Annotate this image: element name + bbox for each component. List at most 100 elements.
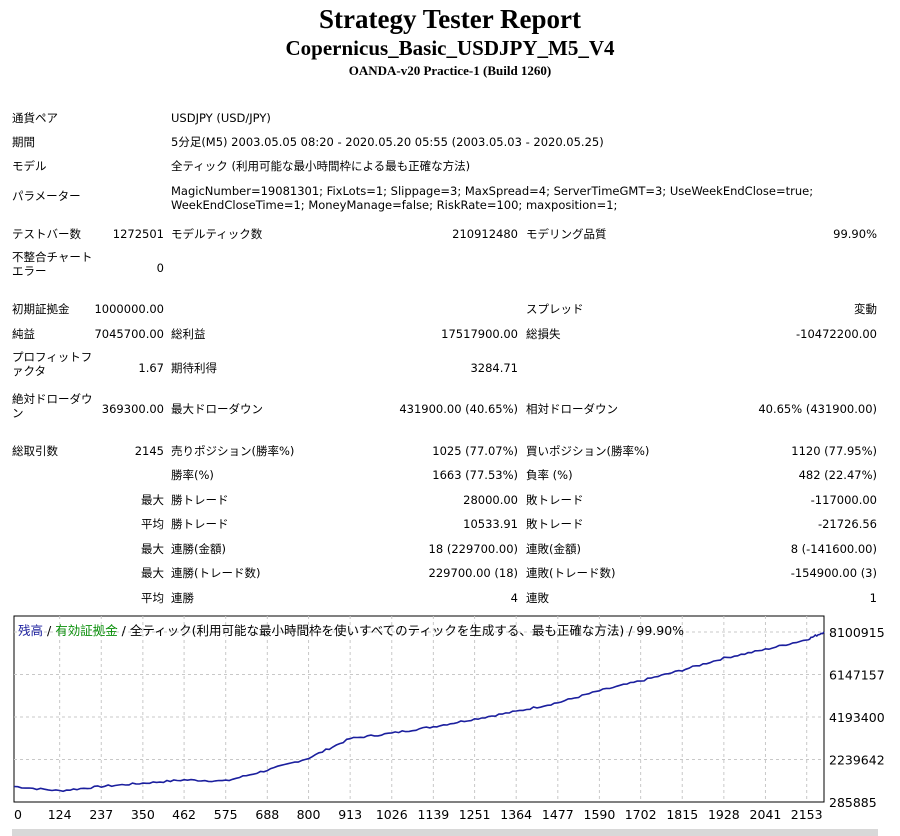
total-trades-label: 総取引数	[12, 444, 58, 458]
bars-value: 1272501	[112, 227, 164, 241]
chart-legend: 残高 / 有効証拠金 / 全ティック(利用可能な最小時間枠を使いすべてのティック…	[18, 620, 684, 639]
avg-cons-losses-label: 連敗	[526, 591, 549, 605]
x-tick-label: 2041	[750, 807, 782, 822]
x-tick-label: 1364	[500, 807, 532, 822]
max-dd-label: 最大ドローダウン	[171, 402, 263, 416]
params-label: パラメーター	[12, 189, 81, 203]
x-tick-label: 800	[297, 807, 321, 822]
mismatch-value: 0	[156, 261, 164, 275]
expected-label: 期待利得	[171, 361, 217, 375]
x-tick-label: 1702	[625, 807, 657, 822]
avg-label-2: 平均	[141, 591, 164, 605]
params-value: MagicNumber=19081301; FixLots=1; Slippag…	[171, 184, 814, 212]
net-label: 純益	[12, 327, 35, 341]
spread-label: スプレッド	[526, 302, 584, 316]
deposit-label: 初期証拠金	[12, 302, 70, 316]
deposit-value: 1000000.00	[94, 302, 164, 316]
largest-loss-label: 敗トレード	[526, 493, 584, 507]
net-value: 7045700.00	[94, 327, 164, 341]
balance-series-line	[13, 631, 825, 793]
avg-cons-wins-value: 4	[510, 591, 518, 605]
period-label: 期間	[12, 135, 35, 149]
avg-loss-label: 敗トレード	[526, 517, 584, 531]
x-tick-label: 688	[255, 807, 279, 822]
ticks-value: 210912480	[452, 227, 518, 241]
report-build: OANDA-v20 Practice-1 (Build 1260)	[348, 63, 552, 78]
y-tick-label: 4193400	[829, 710, 885, 725]
model-label: モデル	[12, 159, 47, 173]
cons-wins-amt-label: 連勝(金額)	[171, 542, 226, 556]
avg-win-label: 勝トレード	[171, 517, 229, 531]
x-tick-label: 1251	[459, 807, 491, 822]
max-label-3: 最大	[141, 566, 164, 580]
gross-profit-value: 17517900.00	[441, 327, 518, 341]
x-tick-label: 350	[131, 807, 155, 822]
x-tick-label: 462	[172, 807, 196, 822]
cons-wins-trades-label: 連勝(トレード数)	[171, 566, 261, 580]
avg-cons-wins-label: 連勝	[171, 591, 194, 605]
model-value: 全ティック (利用可能な最小時間枠による最も正確な方法)	[171, 159, 471, 173]
x-tick-label: 1928	[708, 807, 740, 822]
win-rate-value: 1663 (77.53%)	[432, 468, 518, 482]
avg-win-value: 10533.91	[463, 517, 518, 531]
y-tick-label: 6147157	[829, 668, 885, 683]
x-tick-label: 237	[89, 807, 113, 822]
legend-description: / 全ティック(利用可能な最小時間枠を使いすべてのティックを生成する、最も正確な…	[117, 623, 685, 638]
balance-chart-svg: 0 124 237 350 462 575 688 800 913 1026 1139 1251 136…	[13, 615, 885, 822]
legend-equity: 有効証拠金	[55, 623, 118, 638]
avg-label: 平均	[141, 517, 164, 531]
period-value: 5分足(M5) 2003.05.05 08:20 - 2020.05.20 05…	[171, 135, 604, 149]
win-rate-label: 勝率(%)	[171, 468, 214, 482]
y-tick-label: 285885	[829, 795, 877, 810]
cons-wins-trades-value: 229700.00 (18)	[428, 566, 518, 580]
pair-value: USDJPY (USD/JPY)	[171, 111, 271, 125]
x-tick-label: 1590	[584, 807, 616, 822]
total-trades-value: 2145	[134, 444, 164, 458]
cons-losses-trades-label: 連敗(トレード数)	[526, 566, 616, 580]
avg-loss-value: -21726.56	[817, 517, 877, 531]
plot-frame	[13, 615, 825, 803]
gross-loss-value: -10472200.00	[796, 327, 877, 341]
x-tick-label: 913	[338, 807, 362, 822]
bottom-scrollbar	[12, 829, 878, 836]
largest-loss-value: -117000.00	[810, 493, 877, 507]
x-tick-label: 1139	[417, 807, 449, 822]
legend-separator: /	[43, 623, 56, 638]
pf-label: プロフィットファクタ	[12, 350, 93, 378]
mismatch-label: 不整合チャート エラー	[12, 250, 93, 278]
cons-losses-amt-label: 連敗(金額)	[526, 542, 581, 556]
gross-loss-label: 総損失	[526, 327, 561, 341]
quality-value: 99.90%	[833, 227, 877, 241]
max-label: 最大	[141, 493, 164, 507]
abs-dd-value: 369300.00	[101, 402, 164, 416]
x-tick-label: 1026	[376, 807, 408, 822]
max-label-2: 最大	[141, 542, 164, 556]
cons-losses-amt-value: 8 (-141600.00)	[790, 542, 877, 556]
cons-losses-trades-value: -154900.00 (3)	[790, 566, 877, 580]
avg-cons-losses-value: 1	[869, 591, 877, 605]
pair-label: 通貨ペア	[12, 111, 58, 125]
x-tick-label: 1815	[666, 807, 698, 822]
pf-value: 1.67	[138, 361, 164, 375]
y-tick-label: 2239642	[829, 753, 885, 768]
expected-value: 3284.71	[470, 361, 518, 375]
max-dd-value: 431900.00 (40.65%)	[399, 402, 518, 416]
long-value: 1120 (77.95%)	[791, 444, 877, 458]
balance-chart: 0 124 237 350 462 575 688 800 913 1026 1139 1251 136…	[0, 612, 900, 836]
long-label: 買いポジション(勝率%)	[526, 444, 650, 458]
loss-rate-label: 負率 (%)	[526, 468, 573, 482]
x-tick-label: 575	[214, 807, 238, 822]
y-tick-label: 8100915	[829, 625, 885, 640]
x-tick-label: 124	[48, 807, 72, 822]
cons-wins-amt-value: 18 (229700.00)	[428, 542, 518, 556]
ticks-label: モデルティック数	[171, 227, 263, 241]
largest-win-label: 勝トレード	[171, 493, 229, 507]
abs-dd-label: 絶対ドローダウン	[12, 392, 93, 420]
legend-balance: 残高	[18, 623, 44, 638]
largest-win-value: 28000.00	[463, 493, 518, 507]
gross-profit-label: 総利益	[171, 327, 206, 341]
short-label: 売りポジション(勝率%)	[171, 444, 295, 458]
quality-label: モデリング品質	[526, 227, 607, 241]
x-tick-label: 0	[14, 807, 22, 822]
rel-dd-value: 40.65% (431900.00)	[758, 402, 877, 416]
